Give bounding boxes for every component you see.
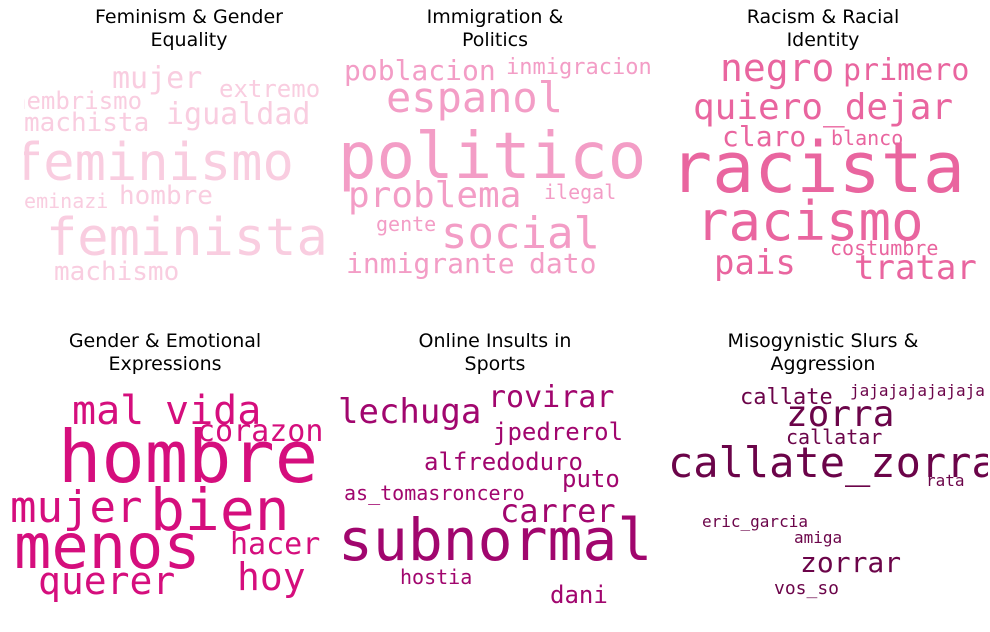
word-querer: querer	[38, 559, 175, 603]
word-menos: menos	[14, 510, 201, 583]
word-rovirar: rovirar	[488, 380, 614, 415]
panel-title: Racism & Racial Identity	[746, 6, 900, 51]
word-callate: callate	[740, 385, 833, 410]
word-hostia: hostia	[400, 565, 472, 589]
word-lechuga: lechuga	[338, 392, 481, 432]
word-extremo: extremo	[219, 75, 320, 103]
panel-title: Immigration & Politics	[426, 6, 564, 51]
word-bien: bien	[150, 476, 290, 544]
word-hembrismo: hembrismo	[24, 87, 142, 115]
word-pais: pais	[714, 243, 796, 283]
word-callatar: callatar	[786, 425, 882, 449]
panel-title: Feminism & Gender Equality	[94, 6, 283, 51]
word-eric-garcia: eric_garcia	[702, 512, 808, 531]
word-blanco: blanco	[831, 126, 903, 150]
word-feminista: feminista	[46, 208, 328, 268]
wordcloud-sports-insults: subnormal lechuga rovirar jpedrerolalfredod…	[338, 380, 652, 609]
word-callate-zorra: callate_zorra	[668, 438, 988, 487]
word-corazon: corazon	[197, 414, 323, 449]
word-machista: machista	[24, 108, 149, 138]
word-hoy: hoy	[237, 555, 306, 599]
word-mujer: mujer	[112, 61, 202, 96]
word-vos-so: vos_so	[774, 578, 839, 599]
word-machismo: machismo	[54, 257, 179, 287]
word-subnormal: subnormal	[338, 506, 652, 574]
word-igualdad: igualdad	[166, 97, 311, 132]
word-feminazi: feminazi	[24, 189, 108, 213]
word-racista: racista	[670, 127, 965, 209]
word-problema: problema	[348, 175, 521, 216]
panel-gender-emotional: Gender & Emotional Expressions hombre men…	[0, 324, 330, 632]
word-zorra: zorra	[786, 394, 894, 435]
word-hombre: hombre	[119, 181, 213, 211]
word-racismo: racismo	[696, 190, 924, 253]
word-mal: mal	[72, 388, 144, 434]
word-dato: dato	[529, 247, 596, 280]
panel-racism: Racism & Racial Identity racista racismo n…	[658, 0, 988, 308]
word-rata: rata	[926, 471, 965, 490]
word-gente: gente	[376, 212, 436, 236]
word-social: social	[441, 208, 600, 259]
word-mujer: mujer	[10, 482, 142, 533]
word-dani: dani	[550, 581, 608, 609]
word-primero: primero	[843, 53, 969, 88]
word-jpedrerol: jpedrerol	[493, 418, 623, 446]
word-puto: puto	[562, 465, 620, 493]
word-politico: politico	[338, 120, 646, 194]
wordcloud-feminism: feminismofeministamujerigualdadmachistah…	[24, 61, 328, 287]
panel-misogynistic: Misogynistic Slurs & Aggression callate_…	[658, 324, 988, 632]
word-vida: vida	[165, 388, 261, 434]
panel-title: Online Insults in Sports	[418, 330, 572, 375]
word-alfredoduro: alfredoduro	[424, 448, 583, 476]
word-inmigrante: inmigrante	[346, 247, 515, 280]
word-feminismo: feminismo	[24, 133, 294, 193]
word-tratar: tratar	[854, 248, 977, 288]
word-carrer: carrer	[500, 492, 616, 530]
word-inmigracion: inmigracion	[506, 55, 652, 80]
word-ilegal: ilegal	[544, 180, 616, 204]
word-costumbre: costumbre	[830, 236, 938, 260]
panel-sports-insults: Online Insults in Sports subnormal lechug…	[330, 324, 660, 632]
panel-feminism: Feminism & Gender Equality feminismo femi…	[24, 0, 354, 308]
word-as-tomasroncero: as_tomasroncero	[344, 481, 525, 505]
word-zorrar: zorrar	[800, 546, 901, 579]
word-quiero-dejar: quiero_dejar	[693, 87, 953, 128]
word-jajajajajajaja: jajajajajajaja	[850, 381, 985, 400]
word-claro: claro	[722, 120, 806, 153]
word-poblacion: poblacion	[344, 54, 496, 87]
panel-immigration: Immigration & Politics politico espanol po…	[330, 0, 660, 308]
panel-title: Misogynistic Slurs & Aggression	[727, 330, 919, 375]
word-negro: negro	[720, 46, 834, 90]
word-amiga: amiga	[794, 528, 842, 547]
word-espanol: espanol	[386, 73, 563, 122]
word-hacer: hacer	[230, 527, 320, 562]
word-hombre: hombre	[58, 415, 318, 499]
panel-title: Gender & Emotional Expressions	[68, 330, 262, 375]
